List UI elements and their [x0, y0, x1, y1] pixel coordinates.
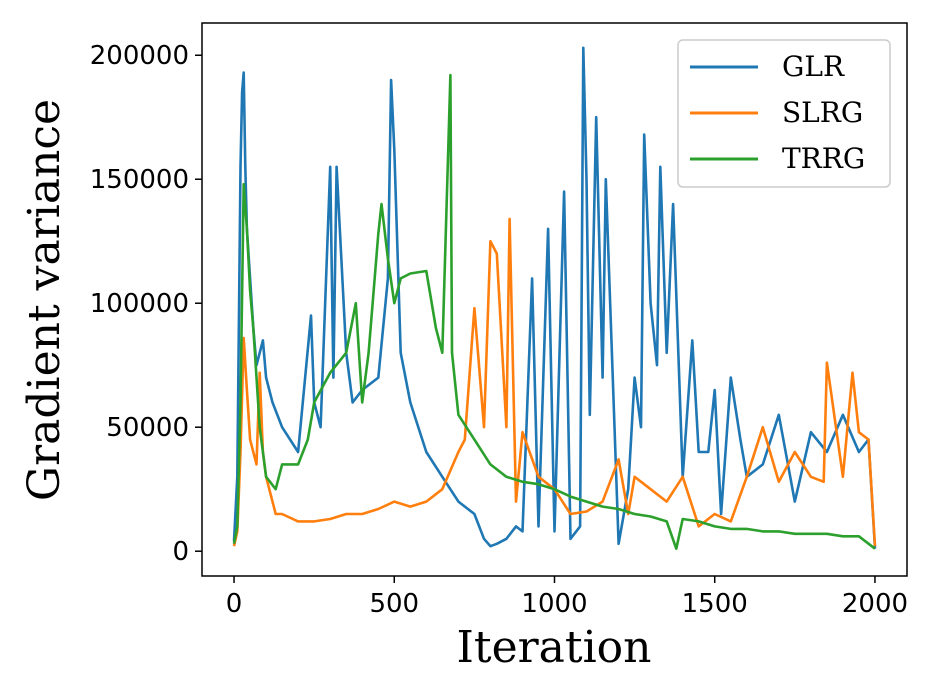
legend-box — [677, 39, 891, 188]
y-tick-label: 200000 — [90, 41, 189, 71]
y-axis-title: Gradient variance — [19, 99, 70, 501]
x-tick-label: 0 — [226, 589, 243, 619]
legend-label-trrg: TRRG — [782, 142, 865, 175]
series-line-trrg — [232, 73, 876, 551]
x-tick-label: 2000 — [842, 589, 908, 619]
x-tick-label: 500 — [369, 589, 419, 619]
x-axis-title: Iteration — [457, 622, 652, 673]
legend: GLR SLRG TRRG — [677, 39, 891, 188]
x-axis-ticks: 0 500 1000 1500 2000 — [226, 576, 908, 619]
y-tick-label: 100000 — [90, 289, 189, 319]
series-layer — [232, 46, 877, 551]
legend-label-slrg: SLRG — [782, 96, 863, 129]
y-tick-label: 0 — [172, 537, 189, 567]
x-tick-label: 1000 — [521, 589, 587, 619]
y-axis-ticks: 0 50000 100000 150000 200000 — [90, 41, 202, 567]
y-tick-label: 50000 — [106, 413, 189, 443]
x-tick-label: 1500 — [682, 589, 748, 619]
legend-label-glr: GLR — [782, 50, 845, 83]
series-line-glr — [232, 46, 877, 549]
y-tick-label: 150000 — [90, 165, 189, 195]
